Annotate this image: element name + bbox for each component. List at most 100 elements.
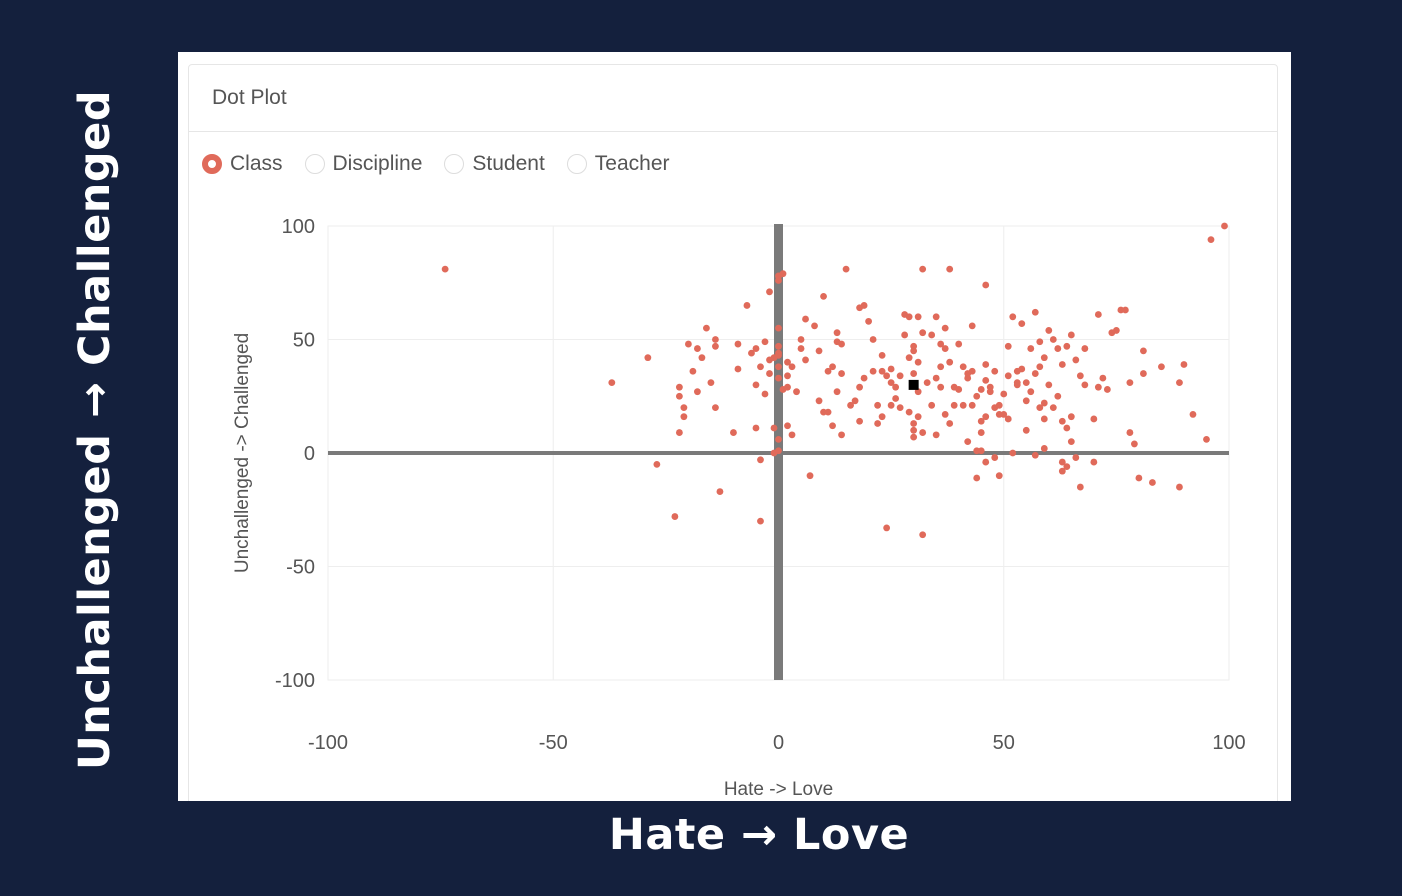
data-point[interactable] (815, 347, 823, 355)
data-point[interactable] (775, 324, 782, 332)
data-point[interactable] (797, 345, 805, 352)
data-point[interactable] (986, 388, 994, 396)
data-point[interactable] (982, 281, 990, 289)
data-point[interactable] (1054, 345, 1062, 352)
data-point[interactable] (1189, 411, 1197, 418)
data-point[interactable] (1022, 426, 1030, 434)
data-point[interactable] (869, 367, 877, 375)
data-point[interactable] (1063, 424, 1071, 432)
data-point[interactable] (977, 429, 985, 436)
data-point[interactable] (838, 340, 845, 348)
data-point[interactable] (802, 315, 809, 323)
data-point[interactable] (991, 367, 999, 375)
data-point[interactable] (671, 513, 679, 520)
data-point[interactable] (707, 379, 715, 387)
data-point[interactable] (941, 324, 949, 332)
radio-student[interactable]: Student (444, 152, 545, 176)
data-point[interactable] (1094, 383, 1102, 391)
data-point[interactable] (752, 345, 760, 352)
data-point[interactable] (928, 401, 936, 409)
data-point[interactable] (914, 388, 922, 396)
data-point[interactable] (1027, 388, 1035, 396)
data-point[interactable] (694, 345, 701, 352)
data-point[interactable] (1176, 483, 1183, 491)
data-point[interactable] (1203, 435, 1210, 443)
data-point[interactable] (919, 531, 927, 539)
data-point[interactable] (982, 413, 990, 421)
data-point[interactable] (1221, 222, 1228, 230)
data-point[interactable] (901, 331, 909, 339)
data-point[interactable] (914, 358, 922, 366)
data-point[interactable] (824, 408, 832, 416)
data-point[interactable] (905, 408, 913, 416)
data-point[interactable] (995, 472, 1003, 480)
data-point[interactable] (977, 417, 985, 425)
data-point[interactable] (802, 356, 809, 364)
data-point[interactable] (1040, 354, 1048, 362)
data-point[interactable] (874, 420, 882, 427)
data-point[interactable] (1067, 413, 1075, 421)
data-point[interactable] (919, 265, 927, 273)
data-point[interactable] (977, 386, 985, 393)
data-point[interactable] (946, 420, 954, 427)
data-point[interactable] (784, 383, 791, 391)
data-point[interactable] (1045, 381, 1053, 389)
data-point[interactable] (1058, 361, 1066, 368)
data-point[interactable] (919, 429, 927, 436)
data-point[interactable] (1013, 379, 1021, 387)
radio-teacher[interactable]: Teacher (566, 152, 670, 176)
data-point[interactable] (797, 336, 805, 343)
data-point[interactable] (869, 336, 877, 343)
data-point[interactable] (1140, 347, 1147, 355)
data-point[interactable] (712, 404, 719, 411)
data-point[interactable] (779, 270, 787, 278)
data-point[interactable] (968, 367, 976, 375)
data-point[interactable] (1058, 417, 1066, 425)
data-point[interactable] (914, 313, 922, 321)
data-point[interactable] (1081, 345, 1089, 352)
data-point[interactable] (892, 395, 900, 402)
data-point[interactable] (675, 383, 683, 391)
data-point[interactable] (675, 429, 683, 436)
highlighted-point[interactable] (908, 379, 919, 390)
data-point[interactable] (698, 354, 706, 362)
data-point[interactable] (928, 331, 936, 339)
data-point[interactable] (775, 342, 782, 350)
data-point[interactable] (1112, 327, 1120, 334)
data-point[interactable] (784, 358, 791, 366)
data-point[interactable] (1180, 361, 1188, 368)
data-point[interactable] (1000, 411, 1008, 418)
data-point[interactable] (856, 383, 863, 391)
data-point[interactable] (716, 488, 724, 495)
data-point[interactable] (806, 472, 814, 480)
data-point[interactable] (910, 426, 918, 434)
data-point[interactable] (856, 417, 863, 425)
data-point[interactable] (1009, 313, 1017, 321)
data-point[interactable] (1158, 363, 1165, 371)
data-point[interactable] (1018, 320, 1026, 328)
data-point[interactable] (730, 429, 737, 436)
data-point[interactable] (838, 431, 845, 439)
data-point[interactable] (860, 374, 868, 382)
radio-teacher-circle[interactable] (566, 154, 587, 174)
data-point[interactable] (820, 292, 827, 300)
data-point[interactable] (995, 401, 1003, 409)
data-point[interactable] (955, 340, 963, 348)
data-point[interactable] (847, 401, 854, 409)
data-point[interactable] (829, 422, 836, 430)
data-point[interactable] (905, 354, 913, 362)
data-point[interactable] (874, 401, 882, 409)
data-point[interactable] (788, 431, 796, 439)
data-point[interactable] (905, 313, 913, 321)
data-point[interactable] (932, 313, 940, 321)
data-point[interactable] (1207, 236, 1215, 244)
data-point[interactable] (1018, 365, 1026, 373)
data-point[interactable] (703, 324, 710, 332)
data-point[interactable] (1090, 415, 1098, 423)
data-point[interactable] (1067, 438, 1075, 446)
data-point[interactable] (941, 345, 949, 352)
data-point[interactable] (959, 363, 967, 371)
data-point[interactable] (734, 340, 742, 348)
data-point[interactable] (1045, 327, 1053, 334)
data-point[interactable] (775, 435, 782, 443)
